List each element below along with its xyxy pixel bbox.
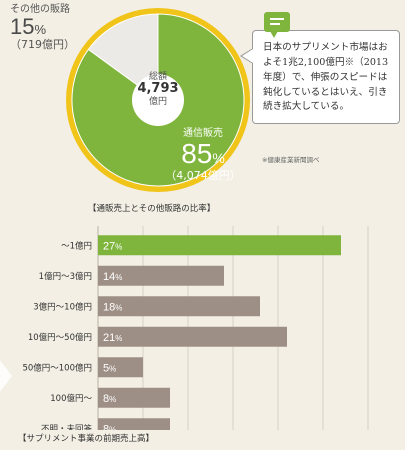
- bar-value-percent: %: [115, 334, 122, 343]
- pie-chart: 総額 4,793 億円 通信販売 85% （4,074億円）: [58, 0, 258, 200]
- pie-svg: [66, 8, 250, 192]
- bar-value-label: 8%: [103, 393, 116, 405]
- total-value: 4,793: [137, 81, 179, 97]
- mail-order-percent: 85%: [181, 138, 225, 169]
- bar-caption: 【サプリメント事業の前期売上高】: [18, 434, 155, 444]
- bar: [98, 357, 143, 378]
- bar-value-percent: %: [115, 303, 122, 312]
- y-category-label: 1億円～3億円: [39, 271, 92, 282]
- bar-value-label: 5%: [103, 362, 116, 374]
- bar-value-percent: %: [109, 425, 116, 430]
- other-channels-name: その他の販路: [10, 4, 70, 15]
- bar: [98, 387, 170, 408]
- y-category-label: ～1億円: [61, 240, 92, 251]
- pie-caption: 【通販売上とその他販路の比率】: [88, 204, 216, 214]
- total-unit: 億円: [148, 97, 167, 108]
- bar-chart: 051015202530（%）～1億円27%1億円～3億円14%3億円～10億円…: [22, 226, 369, 430]
- total-title: 総額: [148, 72, 167, 82]
- source-note: ※健康産業新聞調べ: [262, 156, 320, 164]
- bar: [98, 265, 224, 286]
- pie-center-label: 総額 4,793 億円: [128, 72, 188, 108]
- other-channels-label: その他の販路 15% （719億円）: [10, 4, 75, 51]
- pie-center-hole: [132, 74, 184, 126]
- bar-value-label: 27%: [103, 240, 122, 252]
- bar-value-label: 14%: [103, 271, 122, 283]
- y-category-label: 10億円～50億円: [28, 332, 92, 343]
- other-channels-percent: 15%: [10, 14, 47, 39]
- bar-value-percent: %: [115, 242, 122, 251]
- mail-order-name: 通信販売: [183, 128, 223, 139]
- bar-value-label: 8%: [103, 423, 116, 430]
- side-arrow-decoration: [0, 360, 12, 392]
- callout-tail-inner: [242, 49, 253, 63]
- mail-order-amount: （4,074億円）: [165, 168, 241, 182]
- y-category-label: 50億円～100億円: [22, 362, 92, 373]
- bar: [98, 296, 260, 317]
- y-category-label: 3億円～10億円: [33, 301, 92, 312]
- callout-text: 日本のサプリメント市場はおよそ1兆2,100億円※（2013年度）で、伸張のスピ…: [263, 42, 389, 113]
- callout-box: 日本のサプリメント市場はおよそ1兆2,100億円※（2013年度）で、伸張のスピ…: [252, 30, 400, 125]
- speech-bubble-icon: [264, 12, 290, 38]
- bar-value-percent: %: [115, 273, 122, 282]
- bar-value-percent: %: [109, 364, 116, 373]
- bar-value-label: 21%: [103, 332, 122, 344]
- pie-slice-other-channels: [87, 13, 159, 101]
- bar: [98, 326, 287, 347]
- y-category-label: 不明・未回答: [41, 423, 93, 430]
- bar: [98, 418, 170, 430]
- bar: [98, 235, 341, 256]
- y-category-label: 100億円～: [50, 393, 92, 404]
- other-channels-amount: （719億円）: [10, 38, 75, 52]
- bar-value-label: 18%: [103, 301, 122, 313]
- bar-value-percent: %: [109, 395, 116, 404]
- mail-order-label: 通信販売 85% （4,074億円）: [148, 128, 258, 182]
